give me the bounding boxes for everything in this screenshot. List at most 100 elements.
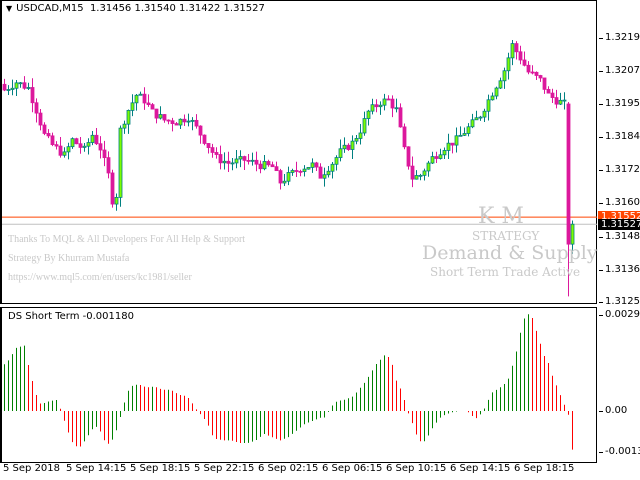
bull-candle (330, 163, 335, 172)
bull-candle (458, 134, 463, 137)
bear-candle (434, 156, 439, 159)
bull-candle (394, 107, 399, 110)
bear-candle (150, 104, 155, 110)
indicator-title: DS Short Term -0.001180 (8, 311, 134, 322)
bull-candle (446, 142, 451, 151)
bull-candle (326, 170, 331, 176)
bull-candle (462, 133, 467, 136)
watermark-strategy: STRATEGY (472, 229, 540, 243)
bull-candle (362, 118, 367, 134)
bear-candle (58, 145, 63, 156)
bull-candle (234, 158, 239, 164)
bear-candle (314, 162, 319, 168)
price-chart-panel[interactable] (0, 0, 597, 304)
bear-candle (410, 165, 415, 180)
bull-candle (470, 119, 475, 128)
bull-candle (366, 110, 371, 119)
bear-candle (174, 123, 179, 126)
bull-candle (438, 154, 443, 159)
price-tick: 1.31955 (598, 98, 640, 109)
bear-candle (514, 43, 519, 53)
bear-candle (22, 82, 27, 89)
bear-candle (374, 104, 379, 108)
bull-candle (186, 120, 191, 123)
bear-candle (78, 143, 83, 148)
bear-candle (182, 118, 187, 123)
bear-candle (266, 161, 271, 166)
bear-candle (398, 107, 403, 128)
price-tick: 1.31250 (598, 296, 640, 307)
bull-candle (158, 114, 163, 119)
bear-candle (278, 170, 283, 184)
bear-candle (450, 142, 455, 146)
indicator-tick-min: -0.001377 (598, 446, 640, 457)
bear-candle (566, 103, 571, 245)
bull-candle (378, 104, 383, 108)
bull-candle (122, 123, 127, 129)
bull-candle (354, 138, 359, 142)
time-tick: 5 Sep 18:15 (130, 463, 191, 474)
bull-candle (118, 127, 123, 198)
symbol-label: USDCAD,M15 (16, 3, 84, 14)
bear-candle (346, 144, 351, 150)
bear-candle (170, 120, 175, 124)
bear-candle (206, 143, 211, 148)
bear-candle (242, 156, 247, 161)
bear-candle (534, 71, 539, 76)
bear-candle (518, 51, 523, 61)
bear-candle (214, 152, 219, 155)
bull-candle (478, 116, 483, 119)
bull-candle (222, 160, 227, 164)
bear-candle (254, 159, 259, 165)
bull-candle (310, 162, 315, 168)
bull-candle (6, 89, 11, 91)
bull-candle (422, 170, 427, 176)
bear-candle (34, 102, 39, 114)
bear-candle (522, 59, 527, 66)
credit-line-2: Strategy By Khurram Mustafa (8, 253, 130, 264)
bear-candle (210, 147, 215, 153)
bull-candle (442, 150, 447, 156)
bull-candle (230, 162, 235, 165)
bear-candle (546, 88, 551, 94)
time-tick: 6 Sep 18:15 (514, 463, 575, 474)
watermark-initials: K M (478, 204, 524, 229)
bull-candle (426, 162, 431, 172)
bull-candle (62, 151, 67, 156)
bear-candle (550, 92, 555, 98)
collapse-triangle-icon[interactable]: ▼ (6, 4, 13, 13)
ask-price-tag: 1.31552 (598, 211, 640, 222)
bull-candle (302, 168, 307, 172)
bear-candle (298, 170, 303, 173)
price-tick: 1.31485 (598, 231, 640, 242)
bull-candle (286, 172, 291, 182)
bull-candle (138, 93, 143, 96)
bull-candle (250, 159, 255, 162)
bull-candle (486, 99, 491, 112)
bull-candle (14, 82, 19, 89)
bear-candle (218, 154, 223, 164)
bull-candle (430, 156, 435, 164)
bull-candle (358, 132, 363, 139)
bull-candle (190, 119, 195, 122)
bear-candle (142, 93, 147, 104)
bull-candle (342, 144, 347, 150)
credit-line-3: https://www.mql5.com/en/users/kc1981/sel… (8, 272, 192, 283)
indicator-panel[interactable] (0, 307, 597, 463)
bear-candle (270, 164, 275, 168)
bear-candle (154, 108, 159, 119)
bull-candle (262, 161, 267, 170)
bear-candle (318, 166, 323, 179)
bull-candle (466, 126, 471, 134)
bull-candle (498, 80, 503, 89)
bear-candle (110, 172, 115, 205)
bull-candle (510, 43, 515, 59)
bull-candle (494, 87, 499, 97)
bear-candle (554, 97, 559, 105)
bull-candle (414, 175, 419, 180)
bear-candle (2, 83, 7, 91)
price-tick: 1.31720 (598, 164, 640, 175)
bull-candle (282, 180, 287, 184)
bull-candle (334, 157, 339, 165)
time-tick: 5 Sep 2018 (3, 463, 61, 474)
